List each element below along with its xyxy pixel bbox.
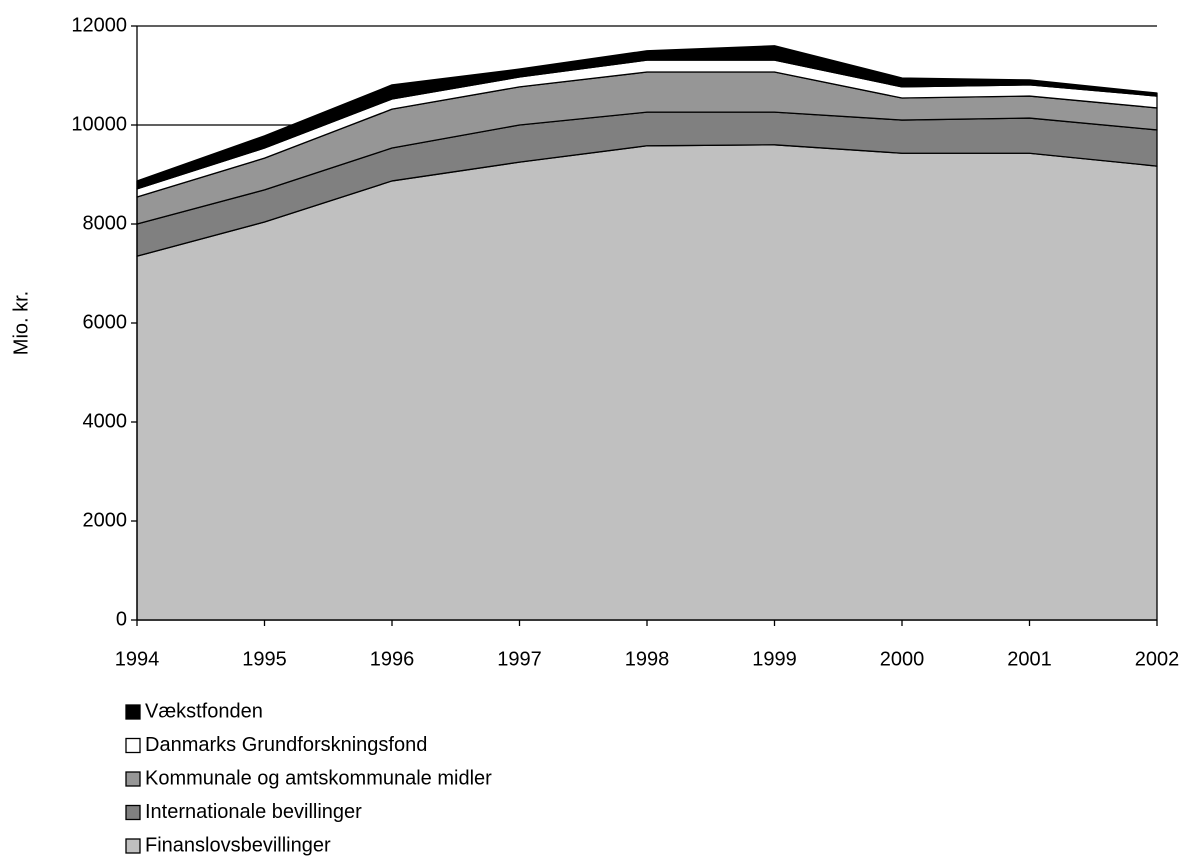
x-tick-label: 1994 — [115, 648, 160, 670]
y-axis-label: Mio. kr. — [10, 291, 32, 355]
y-tick-label: 2000 — [83, 509, 128, 531]
x-tick-label: 1998 — [625, 648, 670, 670]
legend-label: Internationale bevillinger — [145, 801, 362, 823]
legend-swatch — [125, 771, 141, 787]
legend-label: Finanslovsbevillinger — [145, 834, 331, 856]
area — [136, 45, 1158, 190]
legend-swatch — [125, 838, 141, 854]
legend-swatch — [125, 737, 141, 754]
y-tick-label: 6000 — [83, 311, 128, 333]
y-tick-label: 0 — [116, 608, 127, 630]
legend-label: Kommunale og amtskommunale midler — [145, 767, 492, 789]
y-tick-label: 10000 — [71, 113, 127, 135]
y-tick-label: 12000 — [71, 14, 127, 36]
x-tick-label: 1997 — [497, 648, 542, 670]
x-tick-label: 2000 — [880, 648, 925, 670]
legend-label: Danmarks Grundforskningsfond — [145, 734, 427, 756]
y-tick-label: 4000 — [83, 410, 128, 432]
x-tick-label: 1995 — [242, 648, 287, 670]
legend-swatch — [125, 704, 141, 720]
x-tick-label: 1996 — [370, 648, 415, 670]
area — [136, 144, 1158, 621]
x-tick-label: 1999 — [752, 648, 797, 670]
legend-swatch — [125, 804, 141, 821]
x-tick-label: 2001 — [1007, 648, 1052, 670]
y-tick-label: 8000 — [83, 212, 128, 234]
legend-label: Vækstfonden — [145, 700, 263, 722]
x-tick-label: 2002 — [1135, 648, 1180, 670]
